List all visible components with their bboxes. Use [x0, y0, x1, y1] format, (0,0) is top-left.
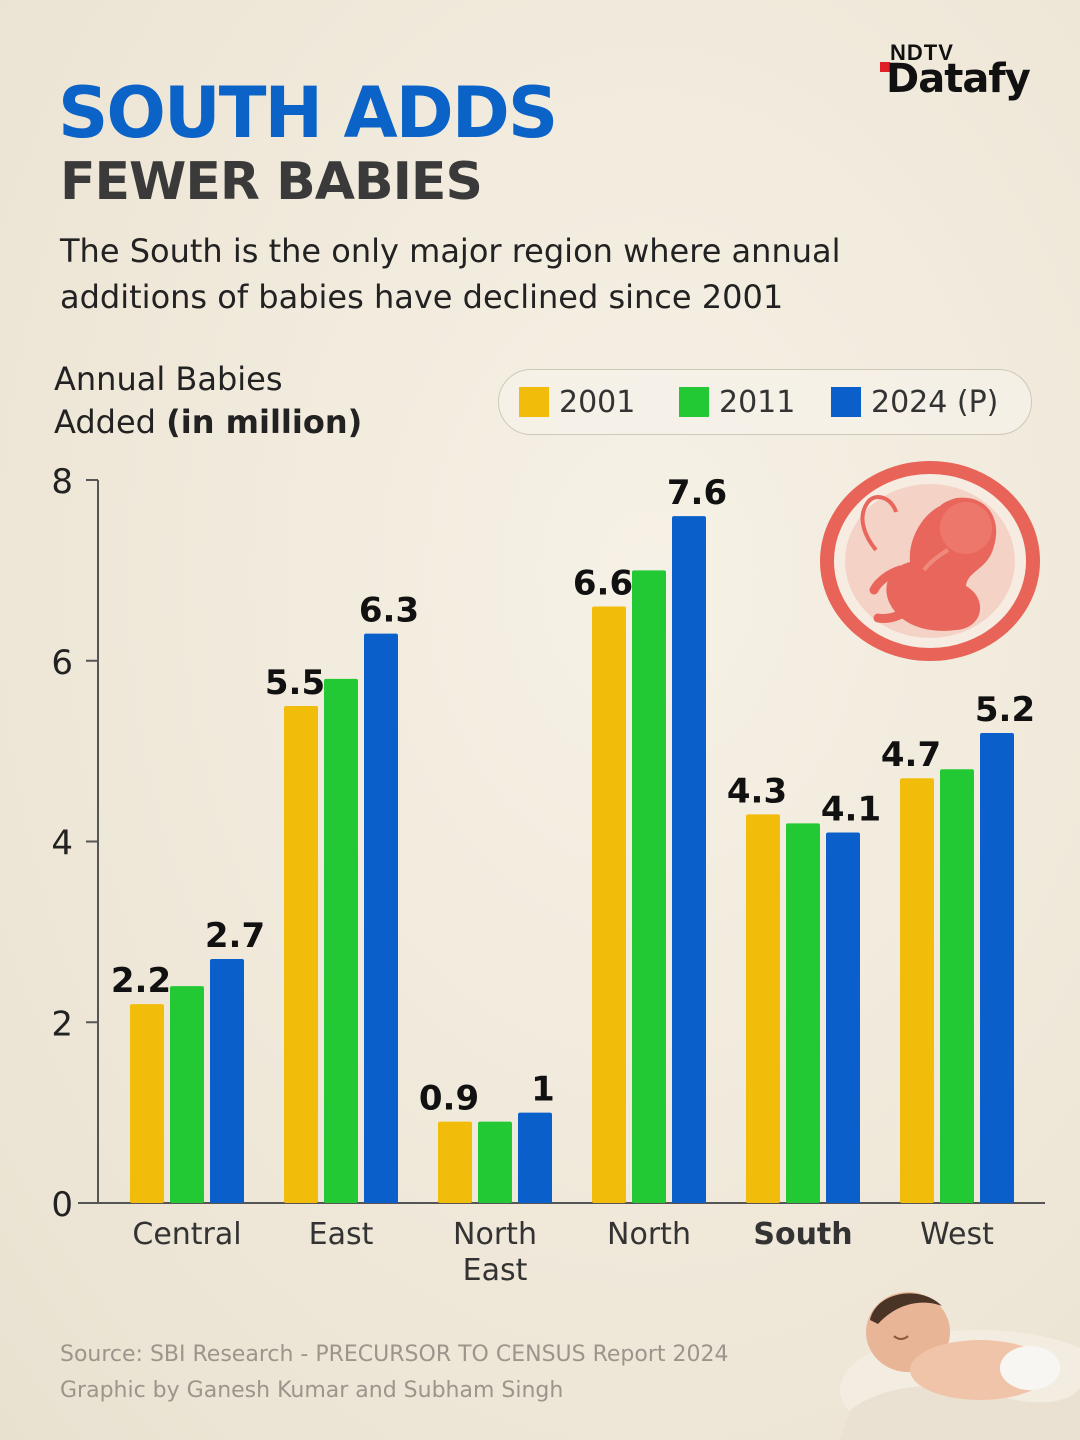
x-tick-label: Central — [132, 1217, 241, 1252]
legend-item-2011: 2011 — [679, 384, 796, 420]
data-label: 4.7 — [881, 735, 941, 775]
legend-swatch-2011 — [679, 387, 709, 417]
bar — [210, 958, 244, 1203]
y-axis-title-line-2-plain: Added — [54, 403, 167, 441]
bar — [438, 1121, 472, 1203]
brand-logo: NDTV Datafy — [880, 40, 1050, 110]
data-label: 4.3 — [727, 771, 787, 811]
bar — [900, 778, 934, 1203]
embryo-icon — [820, 461, 1040, 661]
x-tick-label: South — [753, 1217, 852, 1252]
credit-note: Graphic by Ganesh Kumar and Subham Singh — [60, 1378, 564, 1403]
brand-red-square — [880, 62, 890, 72]
y-tick-label: 2 — [51, 1004, 73, 1044]
source-note: Source: SBI Research - PRECURSOR TO CENS… — [60, 1342, 729, 1367]
y-axis-title-line-2: Added (in million) — [54, 401, 362, 444]
data-label: 4.1 — [821, 789, 881, 829]
data-label: 7.6 — [667, 473, 727, 513]
bar — [592, 606, 626, 1203]
x-tick-label: East — [309, 1217, 374, 1252]
y-tick-label: 0 — [51, 1185, 73, 1225]
data-label: 5.5 — [265, 663, 325, 703]
y-axis-title: Annual Babies Added (in million) — [54, 358, 362, 444]
bar — [940, 769, 974, 1203]
bar — [518, 1112, 552, 1203]
data-label: 6.6 — [573, 564, 633, 604]
bar — [284, 705, 318, 1203]
data-label: 1 — [531, 1070, 555, 1110]
y-tick-label: 6 — [51, 643, 73, 683]
title-line-1: SOUTH ADDS — [58, 72, 558, 154]
bar — [170, 986, 204, 1203]
legend-label-2011: 2011 — [719, 384, 796, 420]
legend-item-2001: 2001 — [519, 384, 636, 420]
brand-datafy: Datafy — [886, 56, 1031, 102]
bar — [826, 832, 860, 1203]
data-label: 5.2 — [975, 690, 1035, 730]
data-label: 2.2 — [111, 961, 171, 1001]
legend-label-2001: 2001 — [559, 384, 636, 420]
x-tick-label: North — [453, 1217, 537, 1252]
y-axis-title-unit: (in million) — [166, 403, 363, 441]
legend-swatch-2001 — [519, 387, 549, 417]
data-label: 6.3 — [359, 591, 419, 631]
x-tick-label: West — [920, 1217, 994, 1252]
bar — [980, 733, 1014, 1203]
data-label: 2.7 — [205, 916, 265, 956]
x-tick-label: North — [607, 1217, 691, 1252]
legend-swatch-2024 — [831, 387, 861, 417]
x-tick-label: East — [463, 1253, 528, 1288]
y-tick-label: 4 — [51, 824, 73, 864]
legend: 2001 2011 2024 (P) — [498, 369, 1032, 435]
bar — [672, 516, 706, 1203]
bar — [478, 1121, 512, 1203]
bar — [632, 570, 666, 1203]
bar — [746, 814, 780, 1203]
bar — [324, 678, 358, 1203]
bar — [130, 1004, 164, 1203]
y-axis-title-line-1: Annual Babies — [54, 360, 283, 398]
bar — [364, 633, 398, 1203]
brand-ndtv: NDTV — [890, 40, 954, 65]
legend-label-2024: 2024 (P) — [871, 384, 999, 420]
y-tick-label: 8 — [51, 462, 73, 502]
data-label: 0.9 — [419, 1079, 479, 1119]
sleeping-baby-icon — [840, 1292, 1080, 1440]
subtitle: The South is the only major region where… — [60, 232, 841, 316]
title-line-2: FEWER BABIES — [60, 152, 483, 212]
bar — [786, 823, 820, 1203]
legend-item-2024: 2024 (P) — [831, 384, 999, 420]
